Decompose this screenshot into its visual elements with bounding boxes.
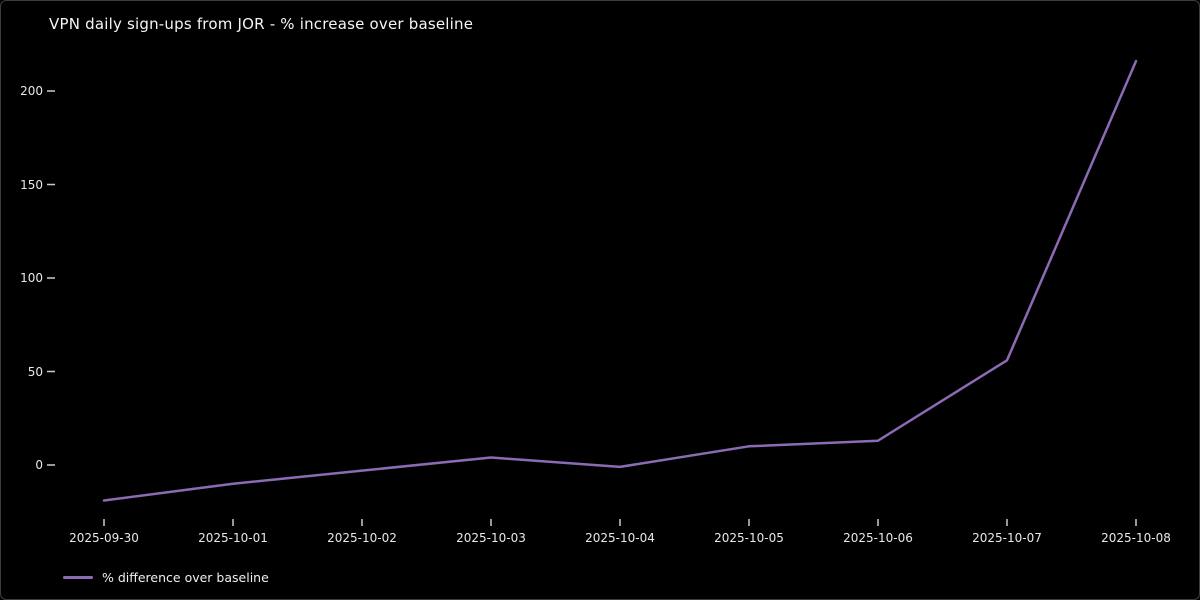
x-axis-tick-label: 2025-10-03	[456, 531, 526, 545]
y-axis-tick-label: 50	[27, 364, 43, 379]
x-axis-tick-label: 2025-10-07	[972, 531, 1042, 545]
y-axis-tick-label: 0	[35, 458, 43, 472]
legend-series-label: % difference over baseline	[102, 570, 269, 585]
y-axis-tick-label: 150	[20, 177, 43, 192]
x-axis-tick-label: 2025-10-05	[714, 531, 784, 545]
y-axis-tick-label: 200	[20, 84, 43, 98]
x-axis-tick-label: 2025-10-02	[327, 531, 397, 545]
x-axis-tick-label: 2025-10-08	[1101, 531, 1171, 545]
x-axis-tick-label: 2025-10-01	[198, 531, 268, 545]
y-axis-tick-label: 100	[20, 271, 43, 285]
chart-title: VPN daily sign-ups from JOR - % increase…	[49, 15, 474, 33]
x-axis-tick-label: 2025-10-04	[585, 531, 655, 545]
series-line	[102, 59, 1138, 502]
x-axis-tick-label: 2025-09-30	[69, 531, 139, 545]
x-axis-tick-label: 2025-10-06	[843, 531, 913, 545]
legend: % difference over baseline	[63, 570, 269, 585]
legend-line-swatch	[63, 576, 93, 579]
